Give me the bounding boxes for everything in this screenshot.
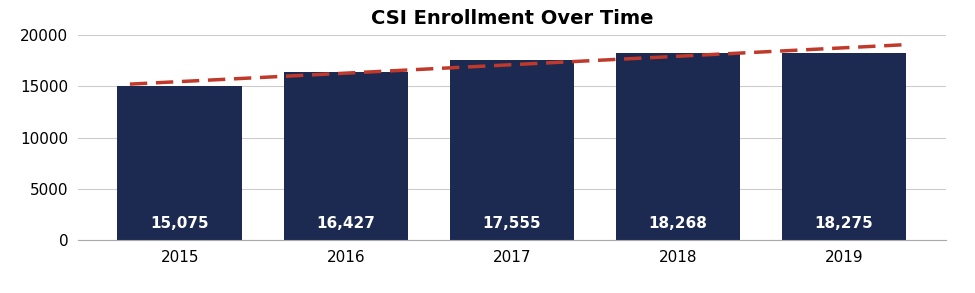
- Text: 17,555: 17,555: [483, 216, 541, 231]
- Bar: [117, 86, 242, 240]
- Text: 16,427: 16,427: [316, 216, 375, 231]
- Bar: [449, 60, 574, 240]
- Bar: [782, 53, 907, 240]
- Text: 18,268: 18,268: [648, 216, 708, 231]
- Title: CSI Enrollment Over Time: CSI Enrollment Over Time: [370, 9, 653, 28]
- Bar: [284, 72, 409, 240]
- Bar: [615, 53, 740, 240]
- Text: 15,075: 15,075: [150, 216, 209, 231]
- Text: 18,275: 18,275: [815, 216, 874, 231]
